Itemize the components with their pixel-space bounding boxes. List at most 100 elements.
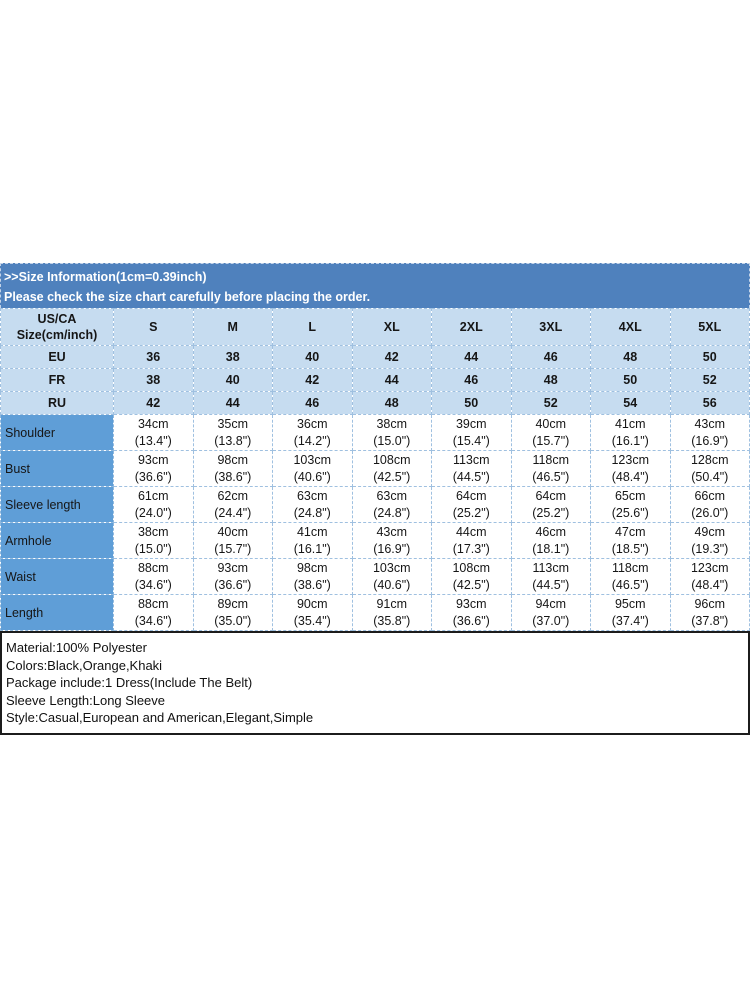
measurement-value-cell: 90cm (35.4") <box>272 594 353 631</box>
value-cm: 34cm <box>137 417 169 431</box>
value-cm: 35cm <box>217 417 249 431</box>
measurement-value-cell: 96cm (37.8") <box>669 594 750 631</box>
region-size-cell: 50 <box>669 345 750 369</box>
measurement-value-cell: 65cm (25.6") <box>590 486 671 523</box>
value-inch: (15.0") <box>373 433 411 448</box>
value-cm: 103cm <box>293 453 332 467</box>
measurement-value-cell: 108cm (42.5") <box>431 558 512 595</box>
value-cm: 62cm <box>217 489 249 503</box>
region-row-label: EU <box>0 345 114 369</box>
measurement-row: Shoulder 34cm (13.4") 35cm (13.8") 36cm (14.2"… <box>0 414 750 451</box>
measurement-value-cell: 41cm (16.1") <box>590 414 671 451</box>
measurement-value-cell: 63cm (24.8") <box>351 486 432 523</box>
measurement-value-cell: 49cm (19.3") <box>669 522 750 559</box>
corner-header-line2: Size(cm/inch) <box>16 328 98 342</box>
value-inch: (18.5") <box>611 541 649 556</box>
value-cm: 65cm <box>614 489 646 503</box>
table-header-row: US/CA Size(cm/inch) S M L XL 2XL 3XL 4XL 5XL <box>0 308 750 346</box>
corner-header-cell: US/CA Size(cm/inch) <box>0 308 114 346</box>
value-inch: (36.6") <box>134 469 172 484</box>
measurement-value-cell: 103cm (40.6") <box>272 450 353 487</box>
value-inch: (16.1") <box>293 541 331 556</box>
value-cm: 63cm <box>296 489 328 503</box>
value-cm: 46cm <box>535 525 567 539</box>
size-column-header: M <box>192 308 273 346</box>
measurement-value-cell: 35cm (13.8") <box>192 414 273 451</box>
corner-header-line1: US/CA <box>37 312 77 326</box>
measurement-row-label: Bust <box>0 450 114 487</box>
value-inch: (48.4") <box>691 577 729 592</box>
value-cm: 43cm <box>694 417 726 431</box>
detail-material: Material:100% Polyester <box>6 640 147 655</box>
value-inch: (40.6") <box>373 577 411 592</box>
value-inch: (13.4") <box>134 433 172 448</box>
value-inch: (24.4") <box>214 505 252 520</box>
value-cm: 39cm <box>455 417 487 431</box>
region-size-cell: 46 <box>272 391 353 415</box>
size-chart-table: US/CA Size(cm/inch) S M L XL 2XL 3XL 4XL 5XL EU 36 3… <box>0 308 750 631</box>
value-cm: 44cm <box>455 525 487 539</box>
value-cm: 63cm <box>376 489 408 503</box>
value-inch: (25.2") <box>452 505 490 520</box>
region-size-cell: 48 <box>351 391 432 415</box>
value-cm: 93cm <box>217 561 249 575</box>
value-inch: (24.8") <box>373 505 411 520</box>
value-inch: (36.6") <box>452 613 490 628</box>
banner-title: >>Size Information(1cm=0.39inch) <box>4 270 207 284</box>
measurement-value-cell: 40cm (15.7") <box>192 522 273 559</box>
measurement-value-cell: 93cm (36.6") <box>113 450 194 487</box>
measurement-value-cell: 44cm (17.3") <box>431 522 512 559</box>
value-cm: 108cm <box>452 561 491 575</box>
value-inch: (37.8") <box>691 613 729 628</box>
value-cm: 108cm <box>372 453 411 467</box>
value-cm: 90cm <box>296 597 328 611</box>
measurement-value-cell: 88cm (34.6") <box>113 594 194 631</box>
value-inch: (25.6") <box>611 505 649 520</box>
value-cm: 40cm <box>217 525 249 539</box>
region-size-cell: 48 <box>510 368 591 392</box>
measurement-row: Bust 93cm (36.6") 98cm (38.6") 103cm (40.6") 10… <box>0 450 750 487</box>
measurement-row: Length 88cm (34.6") 89cm (35.0") 90cm (35.4") 9… <box>0 594 750 631</box>
value-inch: (16.9") <box>691 433 729 448</box>
value-cm: 98cm <box>217 453 249 467</box>
value-inch: (34.6") <box>134 577 172 592</box>
value-cm: 113cm <box>452 453 490 467</box>
value-inch: (16.1") <box>611 433 649 448</box>
region-size-cell: 56 <box>669 391 750 415</box>
value-inch: (35.4") <box>293 613 331 628</box>
region-size-row: FR 38 40 42 44 46 48 50 52 <box>0 368 750 392</box>
measurement-value-cell: 103cm (40.6") <box>351 558 432 595</box>
measurement-value-cell: 40cm (15.7") <box>510 414 591 451</box>
value-cm: 88cm <box>137 561 169 575</box>
region-size-cell: 52 <box>510 391 591 415</box>
value-inch: (17.3") <box>452 541 490 556</box>
value-cm: 41cm <box>614 417 646 431</box>
value-cm: 93cm <box>455 597 487 611</box>
value-cm: 98cm <box>296 561 328 575</box>
value-inch: (35.8") <box>373 613 411 628</box>
value-inch: (34.6") <box>134 613 172 628</box>
value-cm: 43cm <box>376 525 408 539</box>
region-row-label: RU <box>0 391 114 415</box>
size-column-header: XL <box>351 308 432 346</box>
measurement-value-cell: 63cm (24.8") <box>272 486 353 523</box>
value-inch: (15.0") <box>134 541 172 556</box>
value-inch: (35.0") <box>214 613 252 628</box>
value-inch: (38.6") <box>293 577 331 592</box>
measurement-row-label: Waist <box>0 558 114 595</box>
value-cm: 118cm <box>532 453 570 467</box>
value-inch: (24.8") <box>293 505 331 520</box>
measurement-row: Sleeve length 61cm (24.0") 62cm (24.4") 63cm (… <box>0 486 750 523</box>
region-size-cell: 46 <box>510 345 591 369</box>
size-column-header: L <box>272 308 353 346</box>
size-column-header: 3XL <box>510 308 591 346</box>
measurement-value-cell: 43cm (16.9") <box>351 522 432 559</box>
measurement-row-label: Length <box>0 594 114 631</box>
measurement-value-cell: 113cm (44.5") <box>431 450 512 487</box>
value-inch: (36.6") <box>214 577 252 592</box>
value-inch: (18.1") <box>532 541 570 556</box>
measurement-value-cell: 123cm (48.4") <box>590 450 671 487</box>
region-size-cell: 50 <box>431 391 512 415</box>
value-inch: (15.7") <box>532 433 570 448</box>
measurement-value-cell: 43cm (16.9") <box>669 414 750 451</box>
